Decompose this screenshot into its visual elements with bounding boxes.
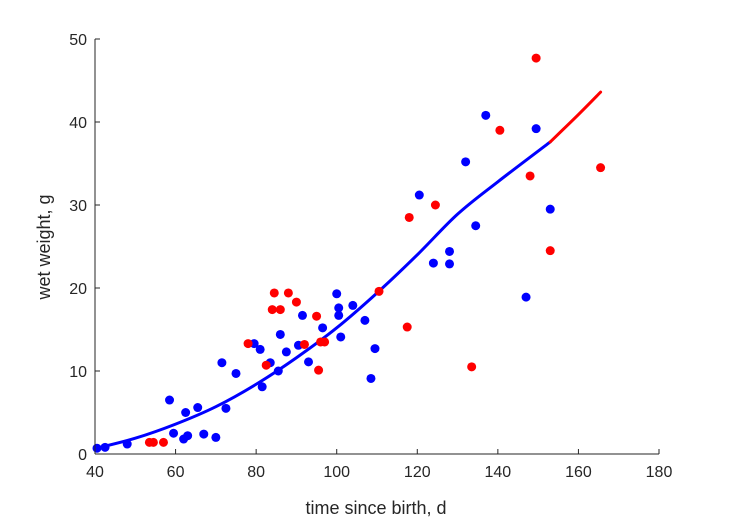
red-data-point [430, 200, 440, 210]
blue-data-point [255, 344, 265, 354]
y-tick-label: 10 [69, 364, 87, 381]
blue-data-point [318, 323, 328, 333]
fit-curve-blue [93, 140, 552, 451]
x-tick-label: 180 [646, 464, 673, 481]
blue-data-point [217, 358, 227, 368]
x-tick-label: 120 [404, 464, 431, 481]
red-data-point [531, 53, 541, 63]
blue-data-point [257, 382, 267, 392]
red-data-point [525, 171, 535, 181]
red-data-point [299, 339, 309, 349]
red-data-point [275, 305, 285, 315]
blue-data-point [461, 157, 471, 167]
red-data-point [314, 365, 324, 375]
x-tick-label: 140 [485, 464, 512, 481]
y-tick-label: 20 [69, 281, 87, 298]
blue-data-point [471, 221, 481, 231]
blue-data-point [428, 258, 438, 268]
y-axis-label: wet weight, g [34, 194, 54, 300]
blue-data-point [334, 303, 344, 313]
blue-data-point [531, 124, 541, 134]
blue-data-point [545, 204, 555, 214]
red-data-point [404, 212, 414, 222]
blue-data-point [370, 344, 380, 354]
blue-data-point [297, 310, 307, 320]
y-tick-label: 50 [69, 32, 87, 49]
fit-curve-red [548, 90, 603, 144]
red-data-point [261, 360, 271, 370]
red-data-point [158, 437, 168, 447]
blue-data-point [165, 395, 175, 405]
blue-data-point [181, 408, 191, 417]
red-data-point [374, 286, 384, 296]
red-data-point [312, 311, 322, 321]
blue-data-point [414, 190, 424, 200]
red-data-point [283, 288, 293, 298]
blue-data-point [445, 246, 455, 256]
blue-data-point [221, 403, 231, 413]
x-tick-label: 160 [565, 464, 592, 481]
red-data-point [402, 322, 412, 332]
blue-data-point [275, 329, 285, 339]
y-tick-label: 40 [69, 115, 87, 132]
red-data-point [467, 362, 477, 372]
x-tick-label: 40 [86, 464, 104, 481]
blue-data-point [193, 403, 203, 413]
red-data-point [269, 288, 279, 298]
blue-data-point [273, 366, 283, 376]
blue-data-point [348, 300, 358, 310]
blue-data-point [211, 432, 221, 442]
red-data-point [320, 337, 330, 347]
red-data-point [495, 125, 505, 135]
blue-data-point [360, 315, 370, 325]
red-data-point [596, 163, 606, 173]
blue-data-point [183, 431, 193, 441]
red-data-point [243, 339, 253, 349]
red-data-point [148, 437, 158, 447]
blue-data-point [481, 110, 491, 120]
blue-data-point [304, 357, 314, 367]
red-data-point [267, 305, 277, 315]
blue-data-point [336, 332, 346, 342]
blue-data-point [199, 429, 209, 439]
blue-data-point [100, 442, 110, 452]
blue-data-point [521, 292, 531, 302]
blue-data-point [281, 347, 291, 357]
x-tick-label: 60 [167, 464, 185, 481]
red-data-point [545, 246, 555, 256]
y-tick-label: 30 [69, 198, 87, 215]
y-tick-label: 0 [78, 447, 87, 464]
blue-data-point [169, 428, 179, 438]
axes: 40 60 80 100 120 140 160 180 0 10 20 30 40 50 [69, 32, 672, 481]
blue-data-point [122, 439, 132, 449]
blue-data-point [445, 259, 455, 269]
blue-data-point [334, 310, 344, 320]
blue-data-point [231, 368, 241, 378]
plot-area [92, 53, 606, 453]
x-tick-label: 100 [323, 464, 350, 481]
x-axis-label: time since birth, d [305, 498, 446, 518]
blue-data-point [92, 443, 102, 453]
x-tick-label: 80 [247, 464, 265, 481]
blue-data-point [366, 373, 376, 383]
red-data-point [291, 297, 301, 307]
blue-data-point [332, 289, 342, 299]
